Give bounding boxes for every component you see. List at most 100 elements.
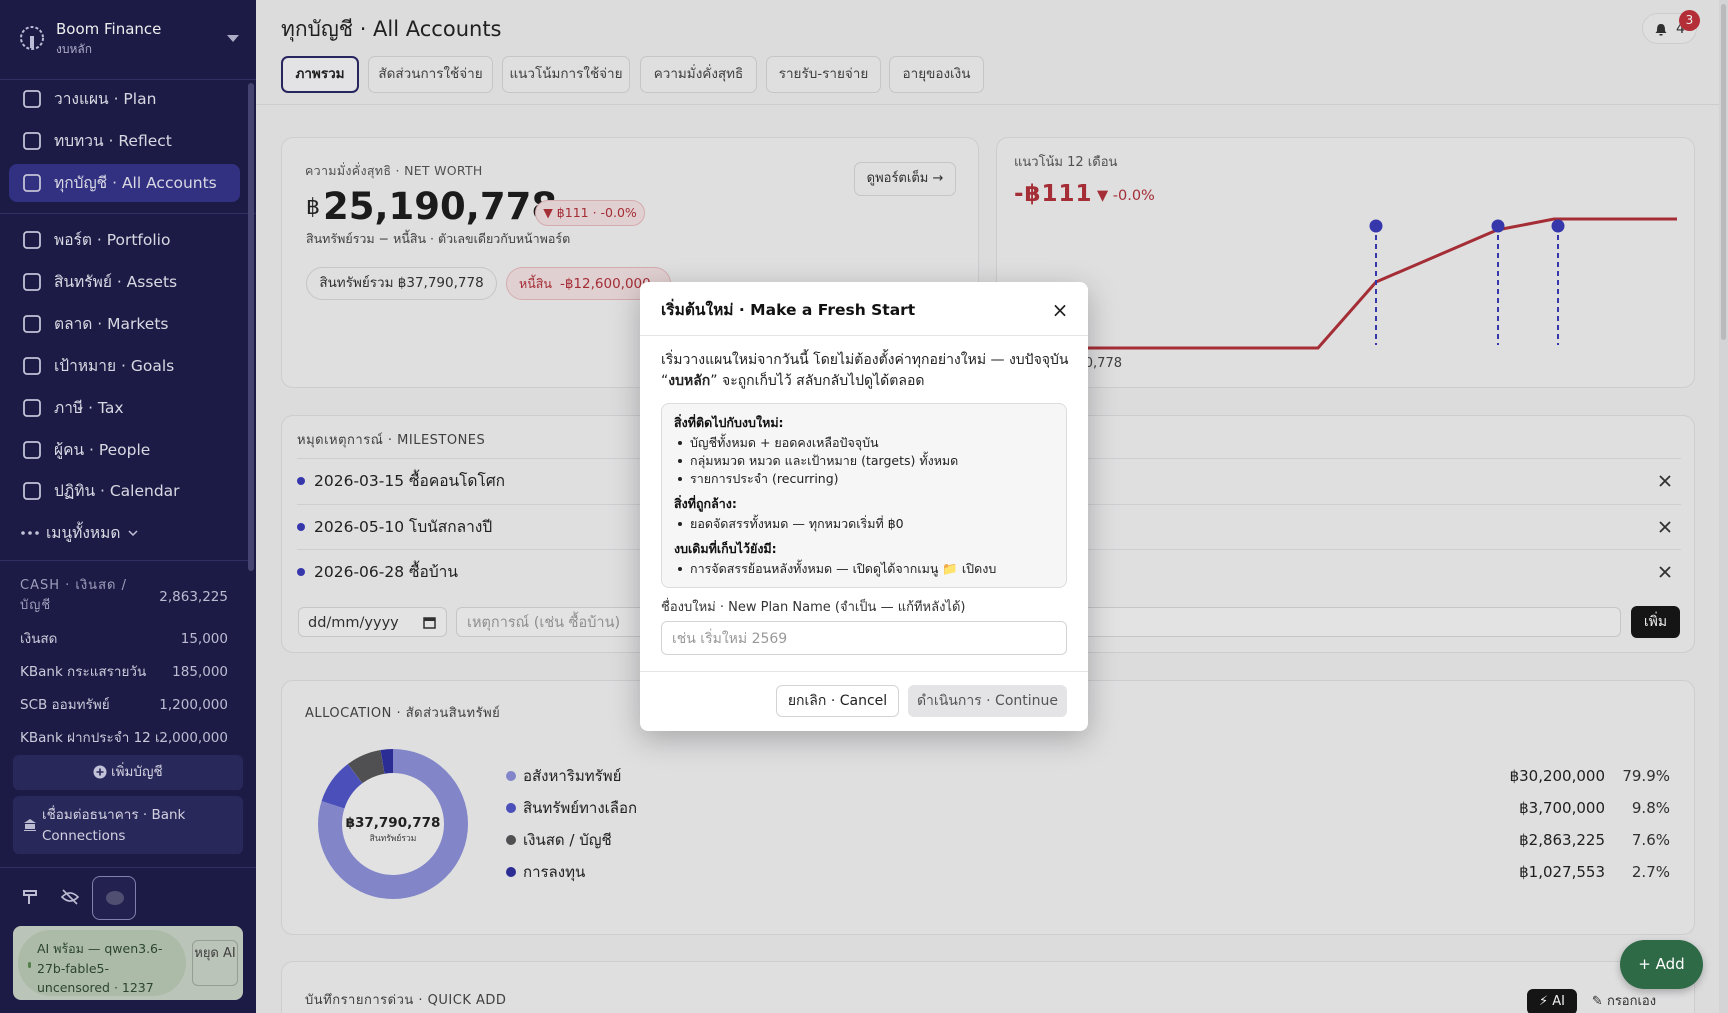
icon-frame — [23, 482, 41, 500]
account-name[interactable]: KBank กระแสรายวัน — [20, 664, 147, 680]
ai-panel: AI พร้อม — qwen3.6-27b-fable5-uncensored… — [13, 926, 243, 1000]
tab[interactable]: ภาพรวม — [281, 56, 359, 93]
net-worth-subtitle: สินทรัพย์รวม − หนี้สิน · ตัวเลขเดียวกับห… — [306, 231, 571, 246]
milestone-date: 2026-05-10 — [314, 518, 405, 536]
nav-item[interactable]: พอร์ต · Portfolio — [54, 231, 171, 249]
add-account-button[interactable]: เพิ่มบัญชี — [13, 755, 243, 790]
bell — [1655, 24, 1667, 36]
trend-chart — [997, 217, 1677, 350]
manual-mode-button[interactable]: ✎ กรอกเอง — [1591, 994, 1657, 1009]
nav-icon — [21, 531, 39, 535]
allocation-amount: ฿1,027,553 — [1519, 863, 1605, 881]
legend-dot — [506, 835, 516, 845]
milestone-dot — [297, 477, 305, 485]
nav-item[interactable]: ผู้คน · People — [54, 441, 151, 459]
ai-status: AI พร้อม — qwen3.6-27b-fable5-uncensored… — [37, 941, 163, 995]
remove-button[interactable] — [1659, 566, 1671, 578]
nav-item[interactable]: วางแผน · Plan — [54, 90, 157, 108]
page-scrollbar — [1719, 0, 1728, 1013]
nav-item[interactable]: ปฏิทิน · Calendar — [54, 482, 180, 500]
allocation-percent: 9.8% — [1631, 799, 1670, 817]
nav-item[interactable]: ภาษี · Tax — [54, 399, 124, 417]
nav-item[interactable]: ทุกบัญชี · All Accounts — [54, 174, 217, 192]
continue-button[interactable]: ดำเนินการ · Continue — [908, 685, 1067, 717]
bank-connections-button[interactable]: เชื่อมต่อธนาคาร · Bank Connections — [13, 796, 243, 854]
tab[interactable]: อายุของเงิน — [889, 56, 984, 93]
nav-caret — [128, 530, 138, 537]
nav-item[interactable]: เมนูทั้งหมด — [46, 524, 121, 542]
dot — [35, 531, 39, 535]
info-item: บัญชีทั้งหมด + ยอดคงเหลือปัจจุบัน — [690, 435, 879, 450]
nav-item[interactable]: ตลาด · Markets — [54, 315, 169, 333]
icon-frame — [23, 132, 41, 150]
x-icon — [1659, 521, 1671, 533]
milestone-name: ซื้อคอนโดโศก — [409, 472, 506, 490]
account-balance: 15,000 — [180, 631, 228, 647]
plan-name-label: ชื่องบใหม่ · New Plan Name (จำเป็น — แก้… — [661, 600, 966, 615]
plan-name-input[interactable]: เช่น เริ่มใหม่ 2569 — [661, 621, 1067, 655]
info-heading: งบเดิมที่เก็บไว้ยังมี: — [674, 541, 777, 556]
chat-button[interactable] — [92, 876, 136, 920]
bubble — [106, 891, 124, 905]
quick-add-card: บันทึกรายการด่วน · QUICK ADD ⚡ AI ✎ กรอกเอ… — [281, 961, 1695, 1013]
nav-icon — [23, 315, 41, 333]
milestone-dot — [297, 523, 305, 531]
modal-close[interactable]: × — [1051, 298, 1069, 322]
account-name[interactable]: SCB ออมทรัพย์ — [20, 697, 110, 713]
cancel-button[interactable]: ยกเลิก · Cancel — [776, 685, 899, 717]
tab[interactable]: สัดส่วนการใช้จ่าย — [368, 56, 493, 93]
bullet — [678, 459, 682, 463]
nav-item[interactable]: ทบทวน · Reflect — [54, 132, 172, 150]
tab[interactable]: ความมั่งคั่งสุทธิ — [640, 56, 757, 93]
fab-add-button[interactable]: + Add — [1620, 940, 1703, 989]
bell-icon — [1655, 24, 1667, 36]
nav-icon — [23, 399, 41, 417]
event-placeholder: เหตุการณ์ (เช่น ซื้อบ้าน) — [467, 615, 621, 631]
icon-frame — [23, 273, 41, 291]
ai-mode-button[interactable]: ⚡ AI — [1527, 989, 1577, 1013]
calendar-bar — [424, 618, 435, 621]
eye — [60, 889, 80, 905]
trend-delta: ▼ -0.0% — [1097, 188, 1155, 204]
ai-status-dot — [28, 962, 31, 968]
net-worth-value: 25,190,778 — [323, 185, 558, 228]
add-milestone-button[interactable]: เพิ่ม — [1631, 606, 1680, 638]
tab[interactable]: แนวโน้มการใช้จ่าย — [502, 56, 630, 93]
account-name[interactable]: เงินสด — [20, 631, 58, 647]
nav-icon — [23, 231, 41, 249]
divider — [0, 867, 256, 868]
cash-total: 2,863,225 — [159, 589, 228, 605]
legend-dot — [506, 867, 516, 877]
icon-frame — [23, 441, 41, 459]
page-title: ทุกบัญชี · All Accounts — [281, 17, 502, 41]
modal-divider — [640, 335, 1088, 336]
trend-label: แนวโน้ม 12 เดือน — [1014, 155, 1118, 170]
date-input[interactable]: dd/mm/yyyy — [298, 607, 447, 637]
account-name[interactable]: KBank ฝากประจำ 12 เ... — [20, 730, 173, 746]
info-item: กลุ่มหมวด หมวด และเป้าหมาย (targets) ทั้… — [690, 453, 959, 468]
info-item: การจัดสรรย้อนหลังทั้งหมด — เปิดดูได้จากเ… — [690, 561, 997, 576]
logo-circle — [20, 26, 44, 50]
remove-button[interactable] — [1659, 521, 1671, 533]
nav-item[interactable]: เป้าหมาย · Goals — [54, 357, 175, 375]
remove-button[interactable] — [1659, 475, 1671, 487]
bullet — [678, 567, 682, 571]
allocation-amount: ฿30,200,000 — [1509, 767, 1605, 785]
bank-shape — [24, 819, 36, 831]
dot — [21, 531, 25, 535]
account-balance: 1,200,000 — [159, 697, 228, 713]
nav-item[interactable]: สินทรัพย์ · Assets — [54, 273, 178, 291]
milestone-name: ซื้อบ้าน — [409, 563, 458, 581]
trend-card: แนวโน้ม 12 เดือน-฿111▼ -0.0%฿25,190,778 — [996, 137, 1695, 388]
ai-stop-button[interactable]: หยุด AI — [192, 940, 238, 986]
bank-icon — [24, 819, 36, 831]
plus-icon — [93, 765, 107, 779]
icon-frame — [23, 399, 41, 417]
tab[interactable]: รายรับ-รายจ่าย — [766, 56, 881, 93]
portfolio-link[interactable]: ดูพอร์ตเต็ม → — [854, 162, 956, 196]
theme-icon — [23, 890, 37, 904]
plan-name-placeholder: เช่น เริ่มใหม่ 2569 — [672, 631, 788, 647]
legend-dot — [506, 771, 516, 781]
bullet — [678, 477, 682, 481]
